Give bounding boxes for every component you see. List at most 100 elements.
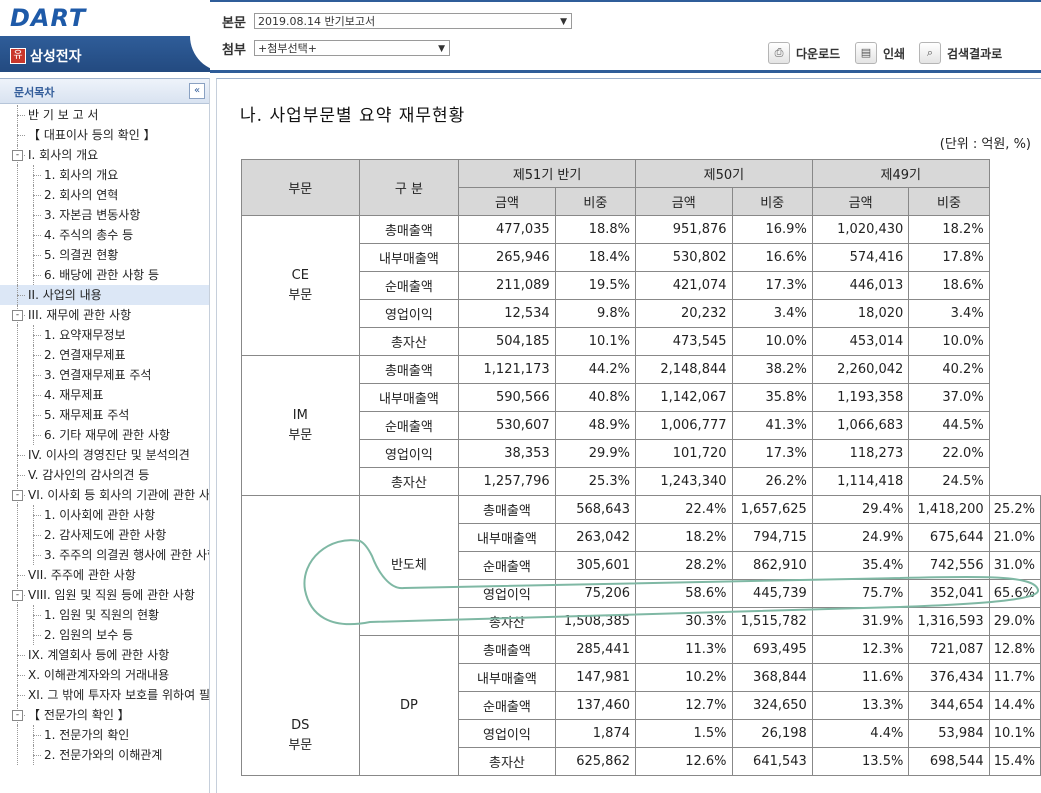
- toc-item[interactable]: 5. 재무제표 주석: [0, 405, 209, 425]
- amount-cell: 1,193,358: [811, 383, 910, 412]
- header-ratio: 비중: [731, 187, 813, 216]
- ratio-cell: 21.0%: [988, 523, 1041, 552]
- download-button[interactable]: ⎙ 다운로드: [768, 42, 840, 64]
- tree-line: [17, 265, 18, 285]
- toc-item[interactable]: - 【 전문가의 확인 】: [0, 705, 209, 725]
- toc-item[interactable]: 3. 연결재무제표 주석: [0, 365, 209, 385]
- table-row: 내부매출액 590,566 40.8% 1,142,067 35.8% 1,193,358…: [242, 383, 1041, 412]
- toc-item[interactable]: 1. 요약재무정보: [0, 325, 209, 345]
- amount-cell: 742,556: [908, 551, 990, 580]
- amount-cell: 530,802: [635, 243, 733, 272]
- tree-line: [33, 175, 41, 176]
- segment-financial-table: 부문 구 분 제51기 반기 제50기 제49기 금액 비중 금액 비중 금액 …: [241, 159, 1041, 776]
- company-icon: 유: [10, 48, 26, 64]
- toc-item[interactable]: - I. 회사의 개요: [0, 145, 209, 165]
- toc-item[interactable]: 1. 이사회에 관한 사항: [0, 505, 209, 525]
- search-result-button[interactable]: ⌕ 검색결과로: [919, 42, 1002, 64]
- tree-line: [33, 515, 41, 516]
- toc-item[interactable]: 1. 회사의 개요: [0, 165, 209, 185]
- toc-item-label: 1. 임원 및 직원의 현황: [44, 608, 160, 622]
- toc-item-label: 6. 배당에 관한 사항 등: [44, 268, 160, 282]
- toc-item[interactable]: 6. 배당에 관한 사항 등: [0, 265, 209, 285]
- toc-item[interactable]: 3. 자본금 변동사항: [0, 205, 209, 225]
- toc-item[interactable]: 6. 기타 재무에 관한 사항: [0, 425, 209, 445]
- toc-item[interactable]: II. 사업의 내용: [0, 285, 209, 305]
- amount-cell: 590,566: [458, 383, 556, 412]
- toc-item-label: XI. 그 밖에 투자자 보호를 위하여 필요한 사항: [28, 688, 209, 702]
- amount-cell: 721,087: [908, 635, 990, 664]
- toc-item[interactable]: - III. 재무에 관한 사항: [0, 305, 209, 325]
- toc-item[interactable]: - VI. 이사회 등 회사의 기관에 관한 사항: [0, 485, 209, 505]
- toc-item[interactable]: XI. 그 밖에 투자자 보호를 위하여 필요한 사항: [0, 685, 209, 705]
- toc-item-label: VIII. 임원 및 직원 등에 관한 사항: [28, 588, 195, 602]
- toc-item[interactable]: V. 감사인의 감사의견 등: [0, 465, 209, 485]
- toc-tree: 반 기 보 고 서 【 대표이사 등의 확인 】 - I. 회사의 개요 1. 회사의 …: [0, 105, 209, 765]
- toc-item[interactable]: IV. 이사의 경영진단 및 분석의견: [0, 445, 209, 465]
- ratio-cell: 29.4%: [811, 495, 910, 524]
- toc-item[interactable]: 2. 감사제도에 관한 사항: [0, 525, 209, 545]
- toc-item[interactable]: 2. 전문가와의 이해관계: [0, 745, 209, 765]
- attach-select-value: +첨부선택+: [258, 42, 317, 55]
- ratio-cell: 3.4%: [731, 299, 813, 328]
- body-select[interactable]: 2019.08.14 반기보고서 ▼: [254, 13, 572, 29]
- table-body: CE 부문 총매출액 477,035 18.8% 951,876 16.9% 1,020,43…: [241, 215, 1041, 776]
- body-select-value: 2019.08.14 반기보고서: [258, 15, 376, 28]
- ratio-cell: 9.8%: [554, 299, 637, 328]
- ratio-cell: 48.9%: [554, 411, 637, 440]
- ratio-cell: 65.6%: [988, 579, 1041, 608]
- toc-item-label: 2. 연결재무제표: [44, 348, 126, 362]
- toc-item[interactable]: 4. 재무제표: [0, 385, 209, 405]
- toc-item[interactable]: X. 이해관계자와의 거래내용: [0, 665, 209, 685]
- ratio-cell: 24.5%: [908, 467, 990, 496]
- item-cell: 영업이익: [458, 579, 556, 608]
- table-row: 내부매출액 147,981 10.2% 368,844 11.6% 376,434 11.7…: [242, 663, 1041, 692]
- ratio-cell: 26.2%: [731, 467, 813, 496]
- collapse-toggle-icon[interactable]: -: [12, 590, 23, 601]
- toc-item[interactable]: 반 기 보 고 서: [0, 105, 209, 125]
- tree-line: [17, 675, 25, 676]
- ratio-cell: 10.2%: [635, 663, 733, 692]
- amount-cell: 794,715: [731, 523, 813, 552]
- ratio-cell: 22.0%: [908, 439, 990, 468]
- ratio-cell: 11.7%: [988, 663, 1041, 692]
- amount-cell: 12,534: [458, 299, 556, 328]
- amount-cell: 75,206: [554, 579, 637, 608]
- ratio-cell: 1.5%: [635, 719, 733, 748]
- amount-cell: 118,273: [811, 439, 910, 468]
- amount-cell: 1,243,340: [635, 467, 733, 496]
- toc-item[interactable]: 【 대표이사 등의 확인 】: [0, 125, 209, 145]
- print-button[interactable]: ▤ 인쇄: [855, 42, 905, 64]
- toc-item[interactable]: 4. 주식의 총수 등: [0, 225, 209, 245]
- tree-line: [17, 365, 18, 385]
- toc-item[interactable]: 5. 의결권 현황: [0, 245, 209, 265]
- toc-item-label: X. 이해관계자와의 거래내용: [28, 668, 170, 682]
- toc-item[interactable]: - VIII. 임원 및 직원 등에 관한 사항: [0, 585, 209, 605]
- ratio-cell: 35.8%: [731, 383, 813, 412]
- toc-item[interactable]: 1. 임원 및 직원의 현황: [0, 605, 209, 625]
- toc-item[interactable]: 3. 주주의 의결권 행사에 관한 사항: [0, 545, 209, 565]
- tree-line: [33, 235, 41, 236]
- toc-item[interactable]: VII. 주주에 관한 사항: [0, 565, 209, 585]
- amount-cell: 20,232: [635, 299, 733, 328]
- dart-logo[interactable]: DART: [10, 4, 86, 32]
- subsegment-cell: 반도체: [358, 495, 460, 636]
- amount-cell: 137,460: [554, 691, 637, 720]
- collapse-toggle-icon[interactable]: -: [12, 310, 23, 321]
- item-cell: 순매출액: [458, 551, 556, 580]
- tree-line: [33, 355, 41, 356]
- toc-item-label: 1. 회사의 개요: [44, 168, 119, 182]
- toc-item[interactable]: 2. 임원의 보수 등: [0, 625, 209, 645]
- collapse-toggle-icon[interactable]: -: [12, 490, 23, 501]
- toc-item[interactable]: IX. 계열회사 등에 관한 사항: [0, 645, 209, 665]
- collapse-toggle-icon[interactable]: -: [12, 710, 23, 721]
- toc-item[interactable]: 2. 연결재무제표: [0, 345, 209, 365]
- amount-cell: 421,074: [635, 271, 733, 300]
- collapse-toggle-icon[interactable]: -: [12, 150, 23, 161]
- tree-line: [17, 385, 18, 405]
- amount-cell: 1,066,683: [811, 411, 910, 440]
- attach-select[interactable]: +첨부선택+ ▼: [254, 40, 450, 56]
- toc-item[interactable]: 2. 회사의 연혁: [0, 185, 209, 205]
- toc-item-label: 반 기 보 고 서: [28, 108, 99, 122]
- toc-item[interactable]: 1. 전문가의 확인: [0, 725, 209, 745]
- collapse-sidebar-button[interactable]: «: [189, 83, 205, 99]
